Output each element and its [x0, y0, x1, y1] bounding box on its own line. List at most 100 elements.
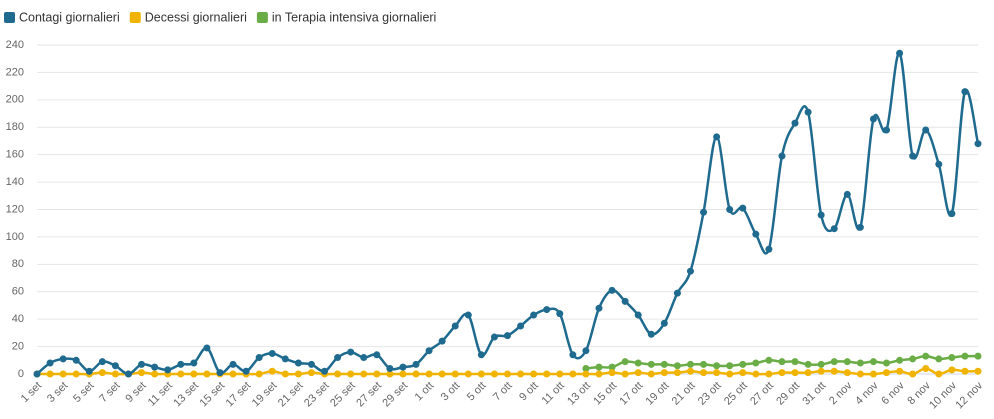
point [869, 358, 877, 366]
point [255, 370, 263, 378]
point [412, 360, 420, 368]
y-tick-label: 80 [12, 258, 24, 270]
y-tick-label: 140 [6, 176, 24, 188]
point [425, 370, 433, 378]
point [830, 225, 838, 233]
point [621, 358, 629, 366]
point [268, 367, 276, 375]
x-tick-label: 27 ott [748, 380, 776, 408]
point [72, 356, 80, 364]
point [739, 204, 747, 212]
legend-swatch [4, 12, 15, 23]
point [909, 152, 917, 160]
point [830, 358, 838, 366]
point [700, 369, 708, 377]
x-tick-label: 21 ott [670, 380, 698, 408]
point [59, 370, 67, 378]
point [556, 310, 564, 318]
point [922, 126, 930, 134]
point [595, 363, 603, 371]
point [673, 369, 681, 377]
point [883, 126, 891, 134]
point [974, 140, 982, 148]
point [281, 355, 289, 363]
x-tick-label: 9 ott [517, 380, 541, 404]
point [752, 359, 760, 367]
point [595, 370, 603, 378]
point [582, 347, 590, 355]
point [660, 319, 668, 327]
point [856, 359, 864, 367]
point [713, 369, 721, 377]
legend-swatch [256, 12, 268, 23]
point [909, 370, 917, 378]
point [869, 370, 877, 378]
point [98, 358, 106, 366]
point [321, 367, 329, 375]
point [347, 348, 355, 356]
point [229, 370, 237, 378]
x-tick-label: 12 nov [953, 379, 985, 411]
point [686, 360, 694, 368]
point [98, 369, 106, 377]
point [765, 356, 773, 364]
point [517, 370, 525, 378]
y-tick-label: 160 [6, 149, 24, 161]
x-tick-label: 5 ott [465, 380, 489, 404]
point [726, 370, 734, 378]
point [111, 362, 119, 370]
point [242, 367, 250, 375]
point [948, 354, 956, 362]
point [151, 370, 159, 378]
point [281, 370, 289, 378]
x-tick-label: 5 set [71, 380, 96, 405]
point [948, 366, 956, 374]
point [608, 363, 616, 371]
point [543, 306, 551, 314]
point [294, 370, 302, 378]
point [621, 370, 629, 378]
point [778, 152, 786, 160]
x-tick-label: 1 ott [413, 380, 437, 404]
point [582, 370, 590, 378]
point [190, 359, 198, 367]
legend-label: Contagi giornalieri [19, 10, 120, 24]
point [843, 369, 851, 377]
point [608, 286, 616, 294]
x-tick-label: 13 ott [565, 380, 593, 408]
y-tick-label: 180 [6, 121, 24, 133]
y-tick-label: 100 [6, 231, 24, 243]
point [634, 369, 642, 377]
point [360, 354, 368, 362]
point [490, 333, 498, 341]
point [111, 370, 119, 378]
point [673, 362, 681, 370]
x-tick-label: 17 set [224, 380, 254, 410]
point [804, 369, 812, 377]
point [804, 360, 812, 368]
point [660, 369, 668, 377]
point [791, 369, 799, 377]
x-tick-label: 11 ott [540, 380, 567, 407]
point [307, 369, 315, 377]
point [464, 370, 472, 378]
x-tick-label: 31 ott [800, 380, 828, 408]
point [399, 370, 407, 378]
point [883, 369, 891, 377]
x-tick-label: 17 ott [617, 380, 645, 408]
x-tick-label: 9 set [123, 380, 148, 405]
point [504, 370, 511, 378]
point [373, 370, 381, 378]
point [334, 370, 342, 378]
x-tick-label: 29 ott [774, 380, 802, 408]
y-tick-label: 200 [6, 94, 24, 106]
point [961, 367, 969, 375]
point [504, 332, 511, 340]
point [190, 370, 198, 378]
point [948, 210, 956, 218]
point [138, 360, 146, 368]
point [686, 367, 694, 375]
point [530, 370, 538, 378]
x-tick-label: 23 ott [696, 380, 724, 408]
point [255, 354, 263, 362]
